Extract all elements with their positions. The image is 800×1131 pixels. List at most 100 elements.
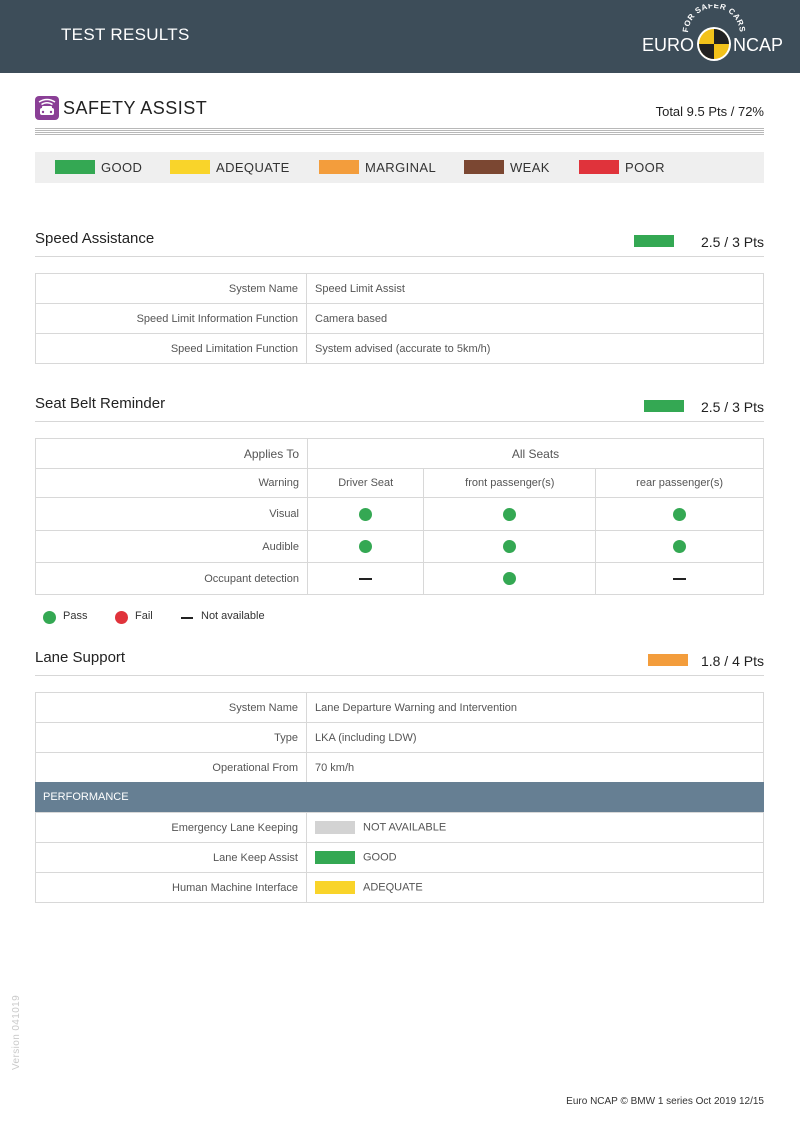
result-cell	[423, 530, 597, 563]
score-bar	[634, 235, 674, 247]
table-row: System Name Speed Limit Assist	[35, 273, 764, 304]
legend-label: GOOD	[101, 160, 143, 175]
seat-belt-table: Applies To All Seats Warning Driver Seat…	[35, 438, 764, 595]
lane-support-table: System Name Lane Departure Warning and In…	[35, 692, 764, 783]
pass-icon	[359, 507, 373, 521]
rating-label: GOOD	[363, 851, 397, 864]
logo-text-ncap: NCAP	[733, 35, 783, 55]
performance-header: PERFORMANCE	[35, 782, 764, 812]
row-label: Visual	[35, 497, 308, 531]
legend-swatch	[319, 160, 359, 174]
euro-ncap-logo: FOR SAFER CARS EURO NCAP	[642, 4, 783, 61]
row-label: Operational From	[35, 752, 307, 783]
row-value: System advised (accurate to 5km/h)	[306, 333, 764, 364]
row-label: Type	[35, 722, 307, 753]
applies-to-value: All Seats	[307, 438, 764, 469]
table-row: Emergency Lane Keeping NOT AVAILABLE	[35, 812, 764, 843]
seat-belt-reminder-title: Seat Belt Reminder	[35, 395, 166, 412]
legend-swatch	[170, 160, 210, 174]
pass-icon	[503, 507, 517, 521]
table-row: Applies To All Seats	[35, 438, 764, 469]
car-safety-assist-icon	[35, 96, 59, 120]
row-label: Speed Limit Information Function	[35, 303, 307, 334]
rating-cell: GOOD	[306, 842, 764, 873]
table-row: Type LKA (including LDW)	[35, 722, 764, 753]
legend-label: Pass	[63, 610, 88, 622]
row-label: System Name	[35, 692, 307, 723]
table-row: Speed Limitation Function System advised …	[35, 333, 764, 364]
speed-assistance-table: System Name Speed Limit Assist Speed Limi…	[35, 273, 764, 364]
column-header: rear passenger(s)	[595, 468, 764, 498]
legend-label: Fail	[135, 610, 153, 622]
page-footer: Euro NCAP © BMW 1 series Oct 2019 12/15	[566, 1096, 764, 1107]
pass-icon	[673, 507, 687, 521]
result-cell	[423, 497, 597, 531]
speed-assistance-score: 2.5 / 3 Pts	[634, 234, 764, 250]
pass-icon	[503, 572, 517, 585]
table-row: Speed Limit Information Function Camera b…	[35, 303, 764, 334]
table-row: Audible	[35, 530, 764, 563]
table-row: Operational From 70 km/h	[35, 752, 764, 783]
score-bar	[644, 400, 684, 412]
page-header: TEST RESULTS FOR SAFER CARS EURO NCAP	[0, 0, 800, 73]
row-value: Speed Limit Assist	[306, 273, 764, 304]
section-title: SAFETY ASSIST	[63, 98, 208, 118]
rating-cell: NOT AVAILABLE	[306, 812, 764, 843]
result-cell	[595, 530, 764, 563]
table-row: Visual	[35, 497, 764, 531]
result-cell	[306, 497, 425, 531]
warning-label: Warning	[35, 468, 308, 498]
table-row: Human Machine Interface ADEQUATE	[35, 872, 764, 903]
not-available-icon	[181, 617, 193, 619]
result-cell	[595, 497, 764, 531]
legend-label: POOR	[625, 160, 665, 175]
result-cell	[306, 562, 425, 595]
table-row: Occupant detection	[35, 562, 764, 595]
legend-swatch	[579, 160, 619, 174]
score-text: 2.5 / 3 Pts	[700, 234, 764, 250]
logo-text-euro: EURO	[642, 35, 694, 55]
divider	[35, 421, 764, 422]
legend-label: ADEQUATE	[216, 160, 290, 175]
rating-legend: GOOD ADEQUATE MARGINAL WEAK POOR	[35, 152, 764, 183]
pass-icon	[673, 540, 687, 553]
rating-swatch	[315, 881, 355, 894]
result-cell	[595, 562, 764, 595]
fail-icon	[115, 611, 128, 624]
pass-icon	[43, 611, 56, 624]
score-bar	[648, 654, 688, 666]
divider	[35, 675, 764, 676]
row-label: Human Machine Interface	[35, 872, 307, 903]
pass-icon	[503, 540, 517, 553]
divider	[35, 256, 764, 257]
rating-label: NOT AVAILABLE	[363, 821, 447, 834]
rating-cell: ADEQUATE	[306, 872, 764, 903]
not-available-icon	[359, 577, 373, 580]
result-cell	[306, 530, 425, 563]
score-text: 1.8 / 4 Pts	[700, 653, 764, 669]
row-label: Speed Limitation Function	[35, 333, 307, 364]
row-label: Emergency Lane Keeping	[35, 812, 307, 843]
rating-swatch	[315, 821, 355, 834]
table-row: Warning Driver Seat front passenger(s) r…	[35, 468, 764, 498]
column-header: front passenger(s)	[423, 468, 597, 498]
performance-table: Emergency Lane Keeping NOT AVAILABLE Lan…	[35, 812, 764, 903]
row-label: Audible	[35, 530, 308, 563]
table-row: System Name Lane Departure Warning and In…	[35, 692, 764, 723]
legend-swatch	[55, 160, 95, 174]
legend-label: WEAK	[510, 160, 550, 175]
section-total-score: Total 9.5 Pts / 72%	[655, 104, 764, 119]
header-title: TEST RESULTS	[61, 25, 190, 44]
rating-swatch	[315, 851, 355, 864]
legend-label: Not available	[201, 610, 265, 622]
section-divider	[35, 128, 764, 135]
table-row: Lane Keep Assist GOOD	[35, 842, 764, 873]
score-text: 2.5 / 3 Pts	[700, 399, 764, 415]
lane-support-title: Lane Support	[35, 649, 126, 666]
row-label: Lane Keep Assist	[35, 842, 307, 873]
seat-belt-reminder-score: 2.5 / 3 Pts	[644, 399, 764, 415]
row-label: System Name	[35, 273, 307, 304]
version-label: Version 041019	[11, 994, 22, 1070]
pass-icon	[359, 540, 373, 553]
row-label: Occupant detection	[35, 562, 308, 595]
